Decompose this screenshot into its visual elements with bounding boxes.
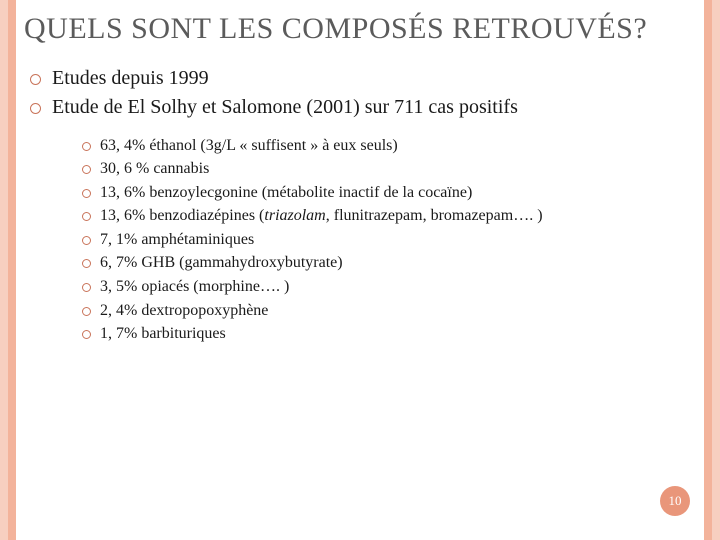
list-item: 6, 7% GHB (gammahydroxybutyrate) [82,252,696,274]
page-number-badge: 10 [660,486,690,516]
slide-title: QUELS SONT LES COMPOSÉS RETROUVÉS? [24,12,696,47]
list-item-text: 30, 6 % cannabis [100,160,209,177]
list-item-text: 1, 7% barbituriques [100,325,226,342]
list-item: 13, 6% benzodiazépines (triazolam, fluni… [82,205,696,227]
list-item: Etudes depuis 1999 [30,65,696,92]
list-item: 30, 6 % cannabis [82,158,696,180]
list-item: 2, 4% dextropopoxyphène [82,300,696,322]
list-item-text: 6, 7% GHB (gammahydroxybutyrate) [100,254,343,271]
decor-stripe-inner-left [8,0,16,540]
list-item-text-em: triazolam [264,207,325,224]
list-item: 13, 6% benzoylecgonine (métabolite inact… [82,182,696,204]
list-item-text: 2, 4% dextropopoxyphène [100,302,268,319]
list-item-text: 63, 4% éthanol (3g/L « suffisent » à eux… [100,137,398,154]
list-item: 7, 1% amphétaminiques [82,229,696,251]
decor-stripe-outer-left [0,0,8,540]
bullet-list-level2: 63, 4% éthanol (3g/L « suffisent » à eux… [82,135,696,345]
decor-stripe-inner-right [704,0,712,540]
list-item: Etude de El Solhy et Salomone (2001) sur… [30,94,696,345]
list-item-text: 7, 1% amphétaminiques [100,231,254,248]
list-item-text-pre: 13, 6% benzodiazépines ( [100,207,264,224]
decor-stripe-outer-right [712,0,720,540]
slide-content: QUELS SONT LES COMPOSÉS RETROUVÉS? Etude… [24,12,696,528]
list-item: 1, 7% barbituriques [82,323,696,345]
bullet-list-level1: Etudes depuis 1999 Etude de El Solhy et … [30,65,696,345]
page-number: 10 [669,493,682,509]
list-item-text: 3, 5% opiacés (morphine…. ) [100,278,289,295]
list-item-text: Etudes depuis 1999 [52,67,209,89]
list-item-text-post: , flunitrazepam, bromazepam…. ) [326,207,543,224]
list-item-text: Etude de El Solhy et Salomone (2001) sur… [52,96,518,118]
list-item: 3, 5% opiacés (morphine…. ) [82,276,696,298]
list-item: 63, 4% éthanol (3g/L « suffisent » à eux… [82,135,696,157]
list-item-text: 13, 6% benzoylecgonine (métabolite inact… [100,184,472,201]
